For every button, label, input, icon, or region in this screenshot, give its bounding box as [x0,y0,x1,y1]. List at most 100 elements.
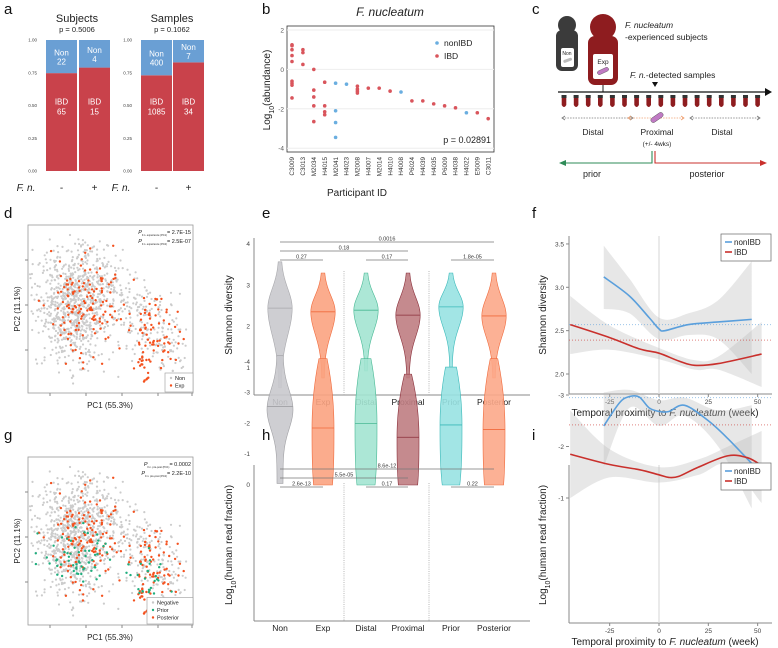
data-point [42,501,45,504]
y-tick-label: -1 [558,496,564,503]
data-point [72,382,75,385]
y-axis-label: Shannon diversity [224,275,235,355]
data-point [105,554,108,557]
data-point [81,337,85,340]
data-point [98,267,102,270]
data-point [46,545,49,548]
data-point [143,564,146,567]
data-point [120,520,123,524]
data-point [62,543,65,546]
data-point [62,311,65,314]
data-point [112,298,115,301]
data-point [128,312,131,316]
data-point [79,544,82,547]
data-point [106,504,109,507]
p-value-annotation: PF.n. pre-post (PC1)= 0.0002 [144,462,191,469]
data-point [146,560,149,563]
data-point [172,582,175,585]
data-point [61,532,65,536]
data-point [174,590,178,594]
data-point [57,483,60,486]
x-axis-label: Temporal proximity to F. nucleatum (week… [571,637,758,648]
data-point [88,545,91,548]
data-point [77,238,80,241]
data-point [46,313,49,316]
data-point [114,290,117,293]
violin [311,358,335,486]
data-point [344,82,349,86]
data-point [33,298,36,301]
data-point [92,588,95,591]
data-point [75,541,79,544]
data-point [92,290,96,293]
data-point [88,592,91,595]
comparison-p-value: 0.27 [296,255,307,261]
data-point [48,546,51,549]
data-point [65,511,69,514]
data-point [57,282,60,285]
data-point [33,282,37,285]
prior-arrowhead [559,160,566,166]
data-point [35,525,38,528]
data-point [148,302,151,306]
data-point [46,296,49,299]
data-point [81,475,84,478]
data-point [80,278,83,281]
data-point [178,292,181,295]
data-point [109,535,112,538]
data-point [45,556,48,559]
exp-badge [593,54,613,79]
data-point [94,318,97,321]
data-point [53,279,57,282]
data-point [128,537,131,541]
data-point [106,263,109,266]
data-point [141,563,144,567]
data-point [75,545,78,548]
data-point [54,324,57,327]
diagram-subtitle: -experienced subjects [625,32,708,42]
data-point [43,307,46,310]
data-point [72,553,75,557]
data-point [152,343,155,346]
data-point [51,318,54,321]
data-point [109,281,113,284]
data-point [96,542,99,545]
data-point [68,336,71,339]
data-point [36,284,39,288]
data-point [52,481,55,484]
data-point [119,259,122,262]
data-point [54,500,57,503]
data-point [155,298,159,301]
data-point [112,244,115,247]
data-point [56,543,60,546]
data-point [58,492,62,495]
data-point [87,535,90,539]
data-point [104,310,107,313]
data-point [138,358,141,361]
data-point [151,355,154,358]
panel-label: i [532,427,535,444]
data-point [54,317,57,320]
data-point [183,588,186,592]
data-point [142,528,146,532]
data-point [104,542,107,545]
data-point [410,99,414,103]
y-axis-label: PC2 (11.1%) [13,286,22,332]
x-tick-label: Prior [442,623,460,633]
y-tick-label: 3 [246,282,250,289]
data-point [86,531,90,535]
data-point [168,313,171,317]
data-point [76,498,79,501]
data-point [126,305,129,308]
data-point [154,314,157,317]
data-point [168,337,171,341]
data-point [66,537,69,540]
data-point [74,328,78,332]
data-point [125,571,128,574]
data-point [100,585,103,588]
data-point [75,336,78,339]
data-point [163,345,166,348]
data-point [54,268,57,271]
data-point [57,351,60,354]
data-point [84,483,87,486]
